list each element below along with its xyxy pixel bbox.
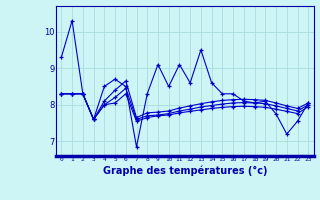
X-axis label: Graphe des températures (°c): Graphe des températures (°c) [102, 165, 267, 176]
